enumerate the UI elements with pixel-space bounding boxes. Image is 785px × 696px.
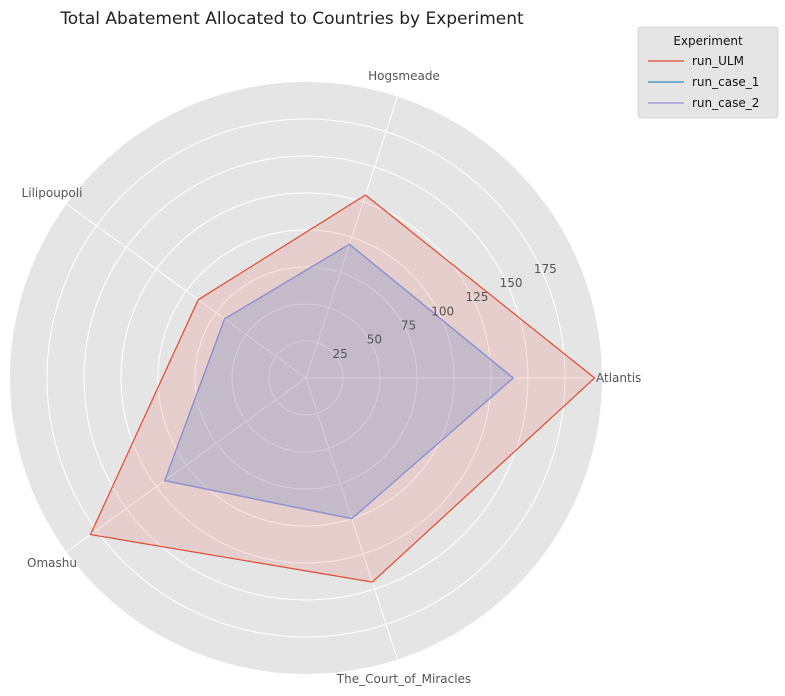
legend-items: run_ULM run_case_1 run_case_2 [648,54,759,110]
legend-label: run_case_2 [692,96,759,110]
legend-title: Experiment [673,34,743,48]
spoke-line [305,96,398,379]
category-label: Atlantis [596,371,641,385]
category-label: Omashu [27,556,77,570]
legend-label: run_case_1 [692,75,759,89]
series-area-run_ULM [89,194,596,583]
radial-tick-label: 175 [534,262,557,276]
radial-tick-label: 100 [431,304,454,318]
legend-box [637,26,779,119]
series-area-run_case_2 [163,243,515,520]
legend-label: run_ULM [692,54,744,68]
category-label: Hogsmeade [368,69,440,83]
radial-tick-label: 75 [401,319,416,333]
radial-tick-labels: 25 50 75 100 125 150 175 [333,262,557,361]
category-label: Lilipoupoli [22,186,83,200]
category-label: The_Court_of_Miracles [336,672,471,686]
series-layer [89,194,596,583]
radial-tick-label: 25 [333,347,348,361]
radial-tick-label: 50 [367,333,382,347]
category-labels: Atlantis Hogsmeade Lilipoupoli Omashu The_Co… [22,69,642,686]
chart-title: Total Abatement Allocated to Countries b… [59,9,524,29]
spoke-line [66,203,307,379]
radial-tick-label: 150 [500,276,523,290]
radial-tick-label: 125 [465,290,488,304]
spoke-line [66,377,307,553]
legend: Experiment run_ULM run_case_1 run_case_2 [637,26,779,119]
